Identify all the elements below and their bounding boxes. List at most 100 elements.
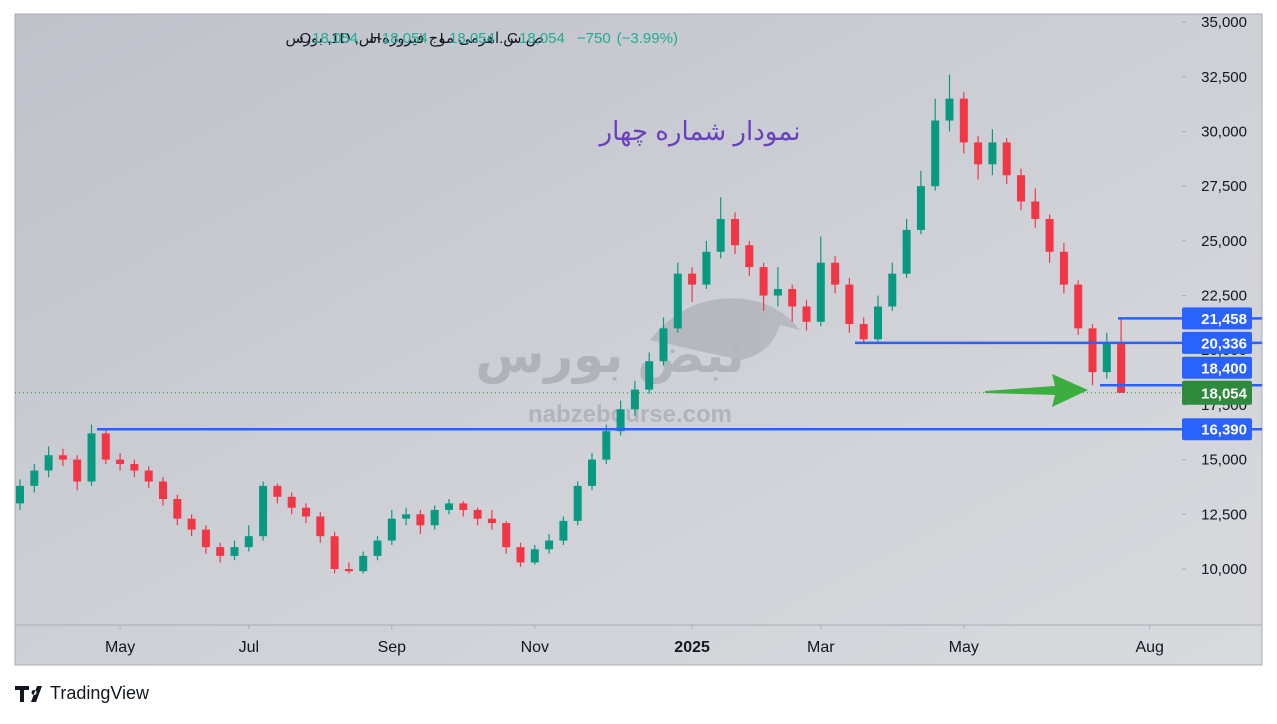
level-price-box (1182, 331, 1252, 354)
y-tick-label: 30,000 (1201, 123, 1247, 140)
candle-body (502, 523, 511, 548)
candle-body (430, 509, 439, 526)
candle-body (344, 568, 353, 572)
candle-body (259, 485, 268, 537)
candle-body (1088, 328, 1097, 373)
candle-body (759, 267, 768, 296)
candle-body (588, 459, 596, 486)
candle-body (230, 547, 239, 556)
candle-body (1074, 284, 1083, 329)
y-tick-label: 27,500 (1201, 178, 1247, 195)
price-axis: 10,00012,50015,00017,50020,00022,50025,0… (105, 14, 1252, 656)
y-tick-label: 15,000 (1201, 452, 1247, 469)
level-price-label: 20,336 (1201, 335, 1247, 352)
annotation: نمودار شماره چهار (598, 116, 801, 147)
candle-body (802, 306, 811, 322)
watermark: نبض بورس nabzebourse.com (475, 298, 800, 428)
candle-body (702, 251, 711, 285)
candle-body (187, 518, 196, 530)
y-tick-label: 32,500 (1201, 69, 1247, 86)
x-tick-label: May (949, 639, 979, 656)
change: −750 (577, 30, 611, 47)
candle-body (487, 518, 496, 524)
candle-body (16, 485, 24, 504)
candle-body (616, 409, 625, 432)
candle-body (302, 507, 310, 517)
x-tick-label: Aug (1135, 639, 1163, 656)
candle-body (716, 218, 725, 252)
candle-body (559, 520, 568, 541)
candle-body (788, 288, 797, 307)
candle-body (287, 496, 296, 508)
candle-body (402, 514, 411, 519)
candle-body (516, 547, 525, 563)
candle-body (473, 509, 482, 519)
candle-body (659, 328, 668, 362)
x-tick-label: Mar (807, 639, 835, 656)
ohlc-value: 18,054 (519, 30, 565, 47)
candle-body (945, 98, 954, 121)
candle-body (116, 459, 125, 464)
candle-body (602, 431, 611, 460)
candle-body (859, 323, 868, 340)
level-price-box (1182, 356, 1252, 379)
candle-body (845, 284, 854, 324)
candle-body (73, 459, 82, 482)
candle-body (416, 514, 425, 526)
x-tick-label: Nov (521, 639, 549, 656)
candle-body (1102, 343, 1111, 373)
candle-body (1002, 142, 1011, 176)
level-price-box (1182, 418, 1252, 441)
candle-body (144, 470, 153, 482)
candle-body (931, 120, 940, 187)
arrow (985, 374, 1088, 407)
ohlc-value: 18,054 (312, 30, 358, 47)
candle-body (316, 516, 325, 537)
candle-body (130, 463, 139, 471)
header: ص.س.اهرمی موج فیروزه-س, 1D, بورس O 18,054… (285, 30, 678, 48)
y-tick-label: 25,000 (1201, 233, 1247, 250)
candle-body (445, 503, 453, 510)
candle-body (87, 433, 96, 482)
x-tick-label: May (105, 639, 135, 656)
last-price-label: 18,054 (1201, 385, 1248, 402)
candles (16, 74, 1126, 574)
y-tick-label: 12,500 (1201, 506, 1247, 523)
watermark-url: nabzebourse.com (528, 401, 732, 428)
level-price-label: 18,400 (1201, 360, 1247, 377)
candle-body (1017, 175, 1025, 202)
ohlc-value: 18,054 (449, 30, 495, 47)
y-tick-label: 10,000 (1201, 561, 1247, 578)
candle-body (459, 503, 468, 510)
candle-body (959, 98, 968, 143)
candle-body (988, 142, 997, 165)
candle-body (173, 498, 182, 519)
candle-body (201, 529, 210, 548)
candle-body (30, 470, 39, 486)
symbol: ص.س.اهرمی موج فیروزه-س, 1D, بورس (285, 30, 543, 48)
x-tick-label: Jul (239, 639, 259, 656)
candle-body (974, 142, 983, 165)
candle-body (688, 273, 697, 285)
candle-body (216, 547, 225, 556)
candle-body (44, 455, 53, 471)
level-price-label: 16,390 (1201, 422, 1247, 439)
change-pct: (−3.99%) (617, 30, 678, 47)
candle-body (573, 485, 582, 521)
candle-body (874, 306, 882, 340)
candle-body (745, 245, 754, 268)
footer-logo: TradingView (15, 683, 150, 703)
candle-body (330, 536, 339, 569)
candle-body (1031, 201, 1040, 219)
watermark-title: نبض بورس (475, 327, 744, 385)
level-price-label: 21,458 (1201, 311, 1247, 328)
watermark-bull (650, 298, 800, 360)
candle-body (1117, 343, 1126, 393)
ohlc-name: C (507, 30, 518, 47)
candle-body (630, 389, 639, 410)
candle-body (273, 485, 282, 497)
last-price-box (1182, 380, 1252, 405)
chart-background (14, 13, 1263, 666)
